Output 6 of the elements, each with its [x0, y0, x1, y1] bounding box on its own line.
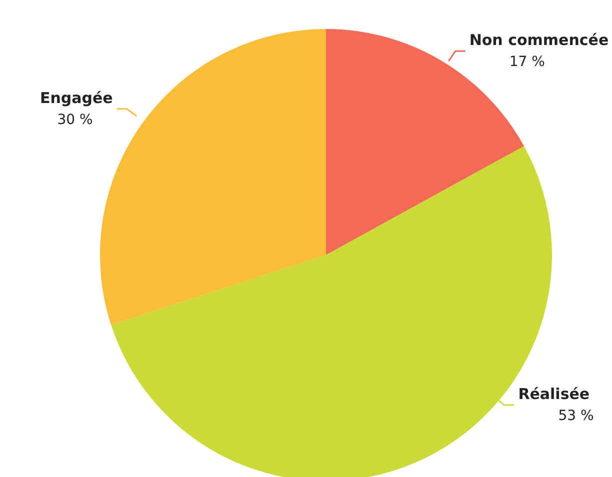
slice-label: Réalisée: [518, 385, 590, 404]
slice-label: Non commencée: [469, 31, 609, 50]
data-label: 30 %: [57, 112, 93, 128]
data-label: 17 %: [509, 54, 545, 70]
slice-label: Engagée: [40, 88, 113, 107]
data-label: 53 %: [558, 408, 594, 424]
